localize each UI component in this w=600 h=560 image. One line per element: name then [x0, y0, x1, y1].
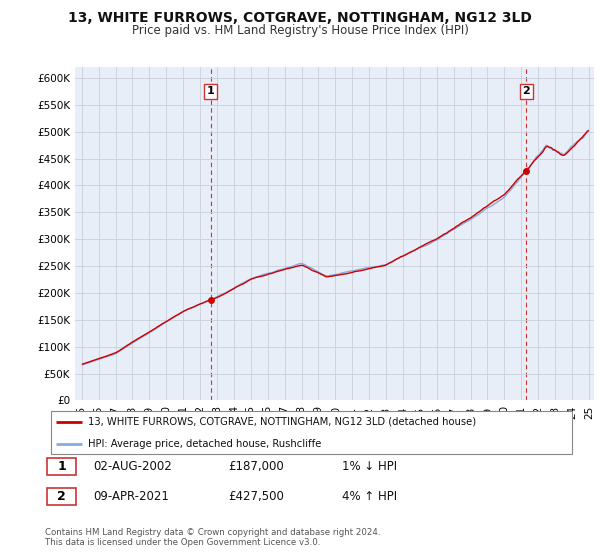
Text: 09-APR-2021: 09-APR-2021 — [93, 489, 169, 503]
Text: 1% ↓ HPI: 1% ↓ HPI — [342, 460, 397, 473]
Text: 2: 2 — [57, 489, 66, 503]
FancyBboxPatch shape — [50, 410, 572, 455]
Text: 02-AUG-2002: 02-AUG-2002 — [93, 460, 172, 473]
Text: Contains HM Land Registry data © Crown copyright and database right 2024.
This d: Contains HM Land Registry data © Crown c… — [45, 528, 380, 547]
FancyBboxPatch shape — [47, 488, 76, 505]
Text: 13, WHITE FURROWS, COTGRAVE, NOTTINGHAM, NG12 3LD: 13, WHITE FURROWS, COTGRAVE, NOTTINGHAM,… — [68, 11, 532, 25]
Text: £427,500: £427,500 — [228, 489, 284, 503]
Text: £187,000: £187,000 — [228, 460, 284, 473]
Text: 2: 2 — [523, 86, 530, 96]
Text: Price paid vs. HM Land Registry's House Price Index (HPI): Price paid vs. HM Land Registry's House … — [131, 24, 469, 37]
Text: HPI: Average price, detached house, Rushcliffe: HPI: Average price, detached house, Rush… — [88, 438, 321, 449]
Text: 13, WHITE FURROWS, COTGRAVE, NOTTINGHAM, NG12 3LD (detached house): 13, WHITE FURROWS, COTGRAVE, NOTTINGHAM,… — [88, 417, 476, 427]
FancyBboxPatch shape — [47, 458, 76, 475]
Text: 1: 1 — [57, 460, 66, 473]
Text: 1: 1 — [207, 86, 215, 96]
Text: 4% ↑ HPI: 4% ↑ HPI — [342, 489, 397, 503]
